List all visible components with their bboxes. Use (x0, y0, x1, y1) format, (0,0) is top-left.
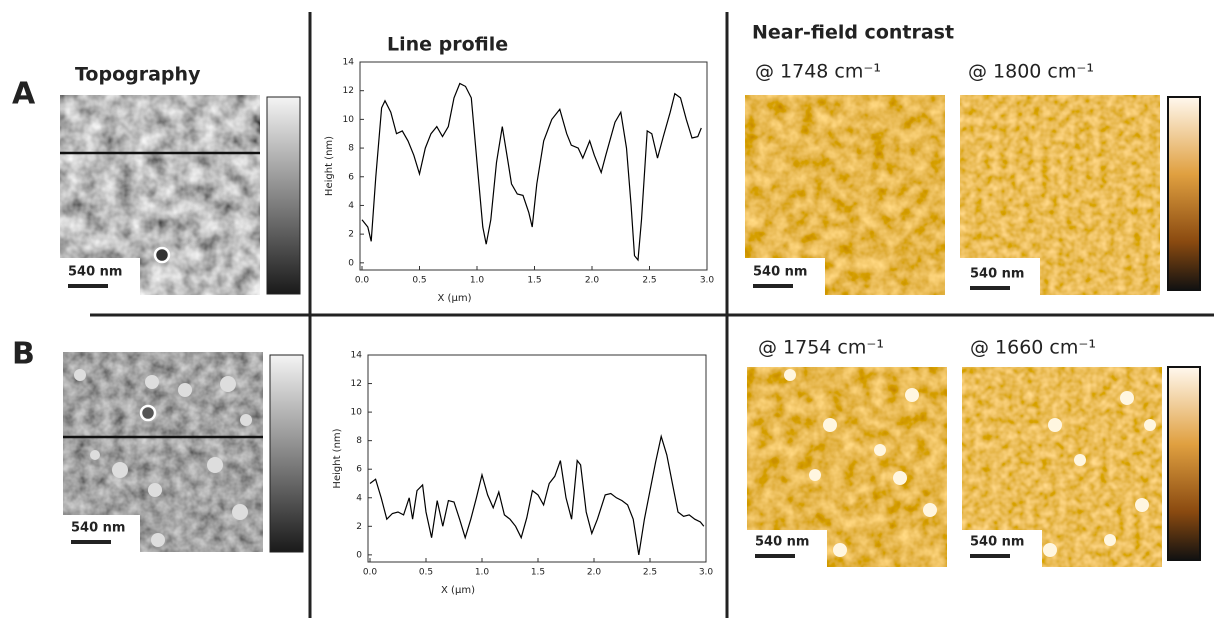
particles (74, 369, 252, 547)
wavenumber: @ 1754 cm⁻¹ (758, 337, 884, 359)
y-tick-label: 14 (351, 351, 363, 361)
x-tick-label: 0.5 (419, 568, 433, 578)
x-tick-label: 1.5 (527, 276, 541, 286)
scale-bar (755, 554, 795, 558)
particles (784, 369, 1156, 557)
line-profiles: 0.0 0.5 1.0 1.5 2.0 2.5 3.0 0 2 4 6 8 10 12 14 X (µm) He… (324, 58, 714, 597)
dividers (90, 12, 1214, 618)
y-tick-label: 12 (351, 379, 362, 389)
y-tick-label: 10 (351, 408, 363, 418)
x-tick-label: 1.0 (475, 568, 490, 578)
x-tick-label: 3.0 (699, 568, 714, 578)
y-axis-label: Height (nm) (324, 136, 335, 196)
heading: Line profile (387, 34, 508, 56)
scale-box (63, 515, 140, 552)
x-tick-label: 0.5 (412, 276, 426, 286)
colorbar (269, 354, 304, 553)
y-tick-label: 10 (343, 115, 355, 125)
y-tick-label: 8 (356, 436, 362, 446)
scale-bar-label: 540 nm (753, 265, 807, 280)
scale-bar-label: 540 nm (970, 535, 1024, 550)
scale-box (747, 530, 827, 567)
scale-box (962, 530, 1042, 567)
y-tick-label: 2 (356, 522, 362, 532)
y-tick-label: 14 (343, 58, 355, 68)
heading: Topography (75, 64, 201, 86)
x-axis-label: X (µm) (438, 293, 472, 304)
x-axis-label: X (µm) (441, 585, 475, 596)
profile-curve (361, 82, 702, 262)
profile-curve (369, 434, 705, 555)
scale-bar-label: 540 nm (68, 265, 122, 280)
scale-box (60, 258, 140, 295)
y-tick-label: 0 (348, 258, 354, 268)
x-tick-label: 2.5 (642, 276, 656, 286)
scale-box (745, 258, 825, 295)
plot-frame (367, 354, 707, 563)
y-tick-label: 4 (348, 201, 354, 211)
plot-frame (359, 61, 708, 271)
y-axis-label: Height (nm) (332, 428, 343, 488)
scale-bar (68, 284, 108, 288)
wavenumber: @ 1748 cm⁻¹ (755, 61, 881, 83)
scale-bar-label: 540 nm (755, 535, 809, 550)
scale-bar (970, 554, 1010, 558)
scale-bar (970, 286, 1010, 290)
x-tick-label: 2.0 (587, 568, 602, 578)
row-label: B (12, 337, 35, 372)
colorbar (1167, 366, 1201, 561)
x-tick-label: 1.5 (531, 568, 545, 578)
x-tick-label: 2.0 (585, 276, 600, 286)
x-tick-label: 0.0 (363, 568, 378, 578)
row-label: A (12, 77, 36, 112)
wavenumber: @ 1800 cm⁻¹ (968, 61, 1094, 83)
wavenumber: @ 1660 cm⁻¹ (970, 337, 1096, 359)
colorbar (1167, 96, 1201, 291)
y-tick-label: 6 (348, 172, 354, 182)
y-tick-label: 6 (356, 465, 362, 475)
x-tick-label: 3.0 (700, 276, 715, 286)
x-tick-label: 2.5 (643, 568, 657, 578)
colorbar (266, 96, 301, 295)
y-tick-label: 8 (348, 144, 354, 154)
x-tick-label: 0.0 (355, 276, 370, 286)
scale-bar (71, 540, 111, 544)
heading: Near-field contrast (752, 22, 954, 44)
tip-marker (139, 404, 157, 422)
y-tick-label: 2 (348, 230, 354, 240)
y-tick-label: 0 (356, 550, 362, 560)
tip-marker (153, 246, 171, 264)
scale-bar (753, 284, 793, 288)
x-tick-label: 1.0 (470, 276, 485, 286)
scale-bar-label: 540 nm (71, 521, 125, 536)
scale-bar-label: 540 nm (970, 267, 1024, 282)
y-tick-label: 12 (343, 86, 354, 96)
y-tick-label: 4 (356, 493, 362, 503)
